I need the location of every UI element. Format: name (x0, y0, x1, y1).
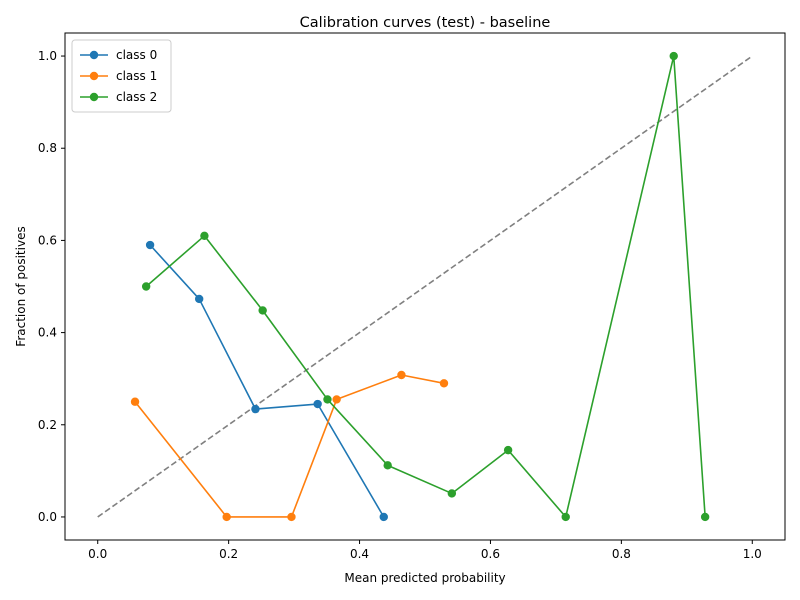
legend-label: class 1 (116, 69, 157, 83)
y-tick-label: 0.6 (38, 233, 57, 247)
x-tick-label: 0.6 (481, 547, 500, 561)
y-axis-title: Fraction of positives (14, 226, 28, 346)
series-0 (145, 240, 388, 522)
x-tick-label: 0.2 (219, 547, 238, 561)
legend-label: class 2 (116, 90, 157, 104)
data-point (287, 512, 296, 522)
data-point (503, 445, 513, 455)
data-point (669, 51, 678, 61)
y-tick-label: 1.0 (38, 49, 57, 63)
plot-area (97, 51, 753, 522)
perfect-calibration-line (97, 55, 753, 518)
data-point (383, 461, 392, 470)
y-axis: 0.0 0.2 0.4 0.6 0.8 1.0 (38, 49, 65, 524)
data-point (251, 404, 260, 414)
data-point (561, 512, 570, 522)
legend-marker (89, 50, 99, 60)
data-point (379, 512, 388, 522)
x-axis: 0.0 0.2 0.4 0.6 0.8 1.0 (88, 540, 762, 561)
x-tick-label: 0.8 (612, 547, 631, 561)
plot-frame (64, 32, 786, 541)
data-point (258, 306, 267, 315)
x-tick-label: 1.0 (743, 547, 762, 561)
series-1 (130, 370, 449, 522)
data-point (194, 294, 204, 304)
data-point (397, 370, 406, 380)
legend-item: class 0 (80, 48, 157, 62)
data-point (145, 240, 155, 250)
legend: class 0 class 1 class 2 (71, 39, 172, 113)
data-point (130, 397, 140, 406)
legend-marker (89, 92, 99, 102)
data-point (141, 282, 151, 291)
x-axis-title: Mean predicted probability (344, 571, 505, 585)
legend-label: class 0 (116, 48, 157, 62)
y-tick-label: 0.0 (38, 510, 57, 524)
y-tick-label: 0.8 (38, 141, 57, 155)
data-point (332, 395, 341, 404)
legend-item: class 2 (80, 90, 157, 104)
series-line (134, 374, 445, 518)
series-line (149, 244, 385, 518)
data-point (200, 231, 209, 240)
series-line (145, 55, 706, 518)
data-point (313, 399, 322, 409)
chart-title: Calibration curves (test) - baseline (300, 15, 551, 31)
x-tick-label: 0.4 (350, 547, 369, 561)
data-point (439, 379, 449, 388)
y-tick-label: 0.2 (38, 418, 57, 432)
data-point (447, 489, 457, 498)
data-point (323, 395, 332, 404)
y-tick-label: 0.4 (38, 326, 57, 340)
x-tick-label: 0.0 (88, 547, 107, 561)
series-2 (141, 51, 710, 522)
legend-item: class 1 (80, 69, 157, 83)
legend-marker (89, 71, 99, 81)
data-point (222, 512, 231, 522)
data-point (700, 512, 710, 522)
